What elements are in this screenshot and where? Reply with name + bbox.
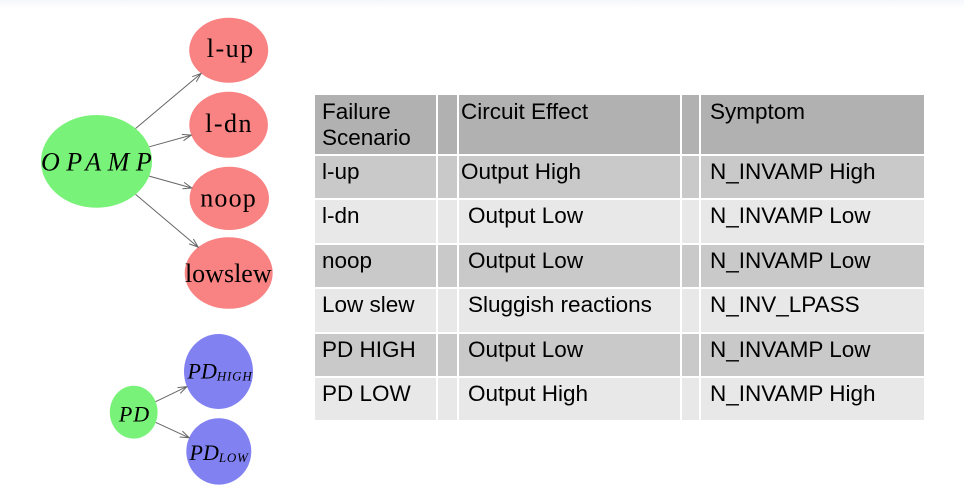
svg-text:l-up: l-up (207, 34, 255, 63)
svg-text:noop: noop (200, 183, 257, 212)
svg-text:PD: PD (118, 402, 150, 427)
svg-text:l-dn: l-dn (205, 109, 253, 138)
svg-text:lowslew: lowslew (185, 259, 272, 288)
svg-text:OPAMP: OPAMP (41, 147, 158, 176)
